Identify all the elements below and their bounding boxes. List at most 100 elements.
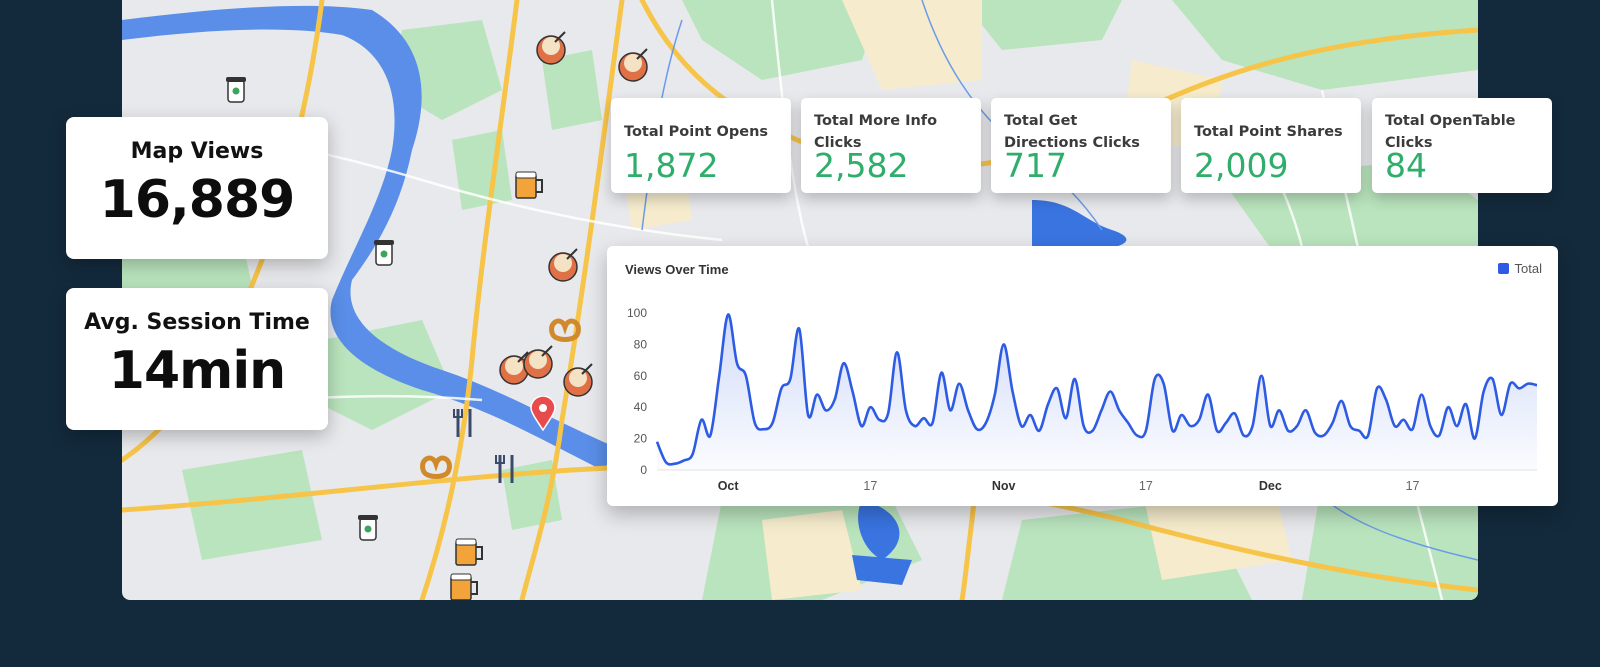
data-point[interactable]: [1268, 424, 1272, 428]
data-point[interactable]: [824, 408, 828, 412]
data-point[interactable]: [673, 462, 677, 466]
cocktail-icon[interactable]: [535, 30, 571, 66]
data-point[interactable]: [762, 427, 766, 431]
data-point[interactable]: [771, 421, 775, 425]
cocktail-icon[interactable]: [547, 247, 583, 283]
data-point[interactable]: [1126, 421, 1130, 425]
data-point[interactable]: [922, 416, 926, 420]
data-point[interactable]: [1446, 405, 1450, 409]
data-point[interactable]: [1517, 386, 1521, 390]
data-point[interactable]: [833, 397, 837, 401]
cocktail-icon[interactable]: [562, 362, 598, 398]
data-point[interactable]: [1304, 408, 1308, 412]
data-point[interactable]: [1082, 424, 1086, 428]
data-point[interactable]: [1162, 382, 1166, 386]
pretzel-icon[interactable]: [547, 313, 583, 343]
data-point[interactable]: [1233, 411, 1237, 415]
data-point[interactable]: [1251, 424, 1255, 428]
data-point[interactable]: [1135, 433, 1139, 437]
data-point[interactable]: [851, 390, 855, 394]
data-point[interactable]: [655, 440, 659, 444]
data-point[interactable]: [1011, 390, 1015, 394]
data-point[interactable]: [1117, 408, 1121, 412]
data-point[interactable]: [1091, 429, 1095, 433]
location-pin-icon[interactable]: [529, 396, 557, 432]
data-point[interactable]: [1144, 429, 1148, 433]
data-point[interactable]: [797, 327, 801, 331]
data-point[interactable]: [1277, 408, 1281, 412]
data-point[interactable]: [842, 361, 846, 365]
data-point[interactable]: [948, 408, 952, 412]
data-point[interactable]: [1224, 421, 1228, 425]
cocktail-icon[interactable]: [522, 344, 558, 380]
data-point[interactable]: [886, 411, 890, 415]
data-point[interactable]: [1508, 382, 1512, 386]
data-point[interactable]: [1499, 413, 1503, 417]
fork-knife-icon[interactable]: [492, 452, 520, 486]
data-point[interactable]: [1526, 382, 1530, 386]
data-point[interactable]: [744, 374, 748, 378]
data-point[interactable]: [726, 313, 730, 317]
beer-mug-icon[interactable]: [447, 570, 481, 600]
data-point[interactable]: [1339, 399, 1343, 403]
data-point[interactable]: [1366, 433, 1370, 437]
data-point[interactable]: [699, 418, 703, 422]
cocktail-icon[interactable]: [498, 350, 534, 386]
data-point[interactable]: [859, 424, 863, 428]
data-point[interactable]: [1179, 413, 1183, 417]
coffee-cup-icon[interactable]: [354, 510, 382, 544]
data-point[interactable]: [1242, 433, 1246, 437]
data-point[interactable]: [1491, 377, 1495, 381]
pretzel-icon[interactable]: [418, 450, 454, 480]
data-point[interactable]: [868, 405, 872, 409]
data-point[interactable]: [1322, 433, 1326, 437]
data-point[interactable]: [708, 433, 712, 437]
data-point[interactable]: [691, 452, 695, 456]
data-point[interactable]: [1464, 402, 1468, 406]
fork-knife-icon[interactable]: [450, 406, 478, 440]
data-point[interactable]: [717, 374, 721, 378]
data-point[interactable]: [1419, 393, 1423, 397]
data-point[interactable]: [913, 424, 917, 428]
data-point[interactable]: [1473, 437, 1477, 441]
data-point[interactable]: [1375, 386, 1379, 390]
data-point[interactable]: [1393, 424, 1397, 428]
chart-legend[interactable]: Total: [1497, 261, 1542, 276]
data-point[interactable]: [1259, 374, 1263, 378]
data-point[interactable]: [735, 361, 739, 365]
data-point[interactable]: [1188, 424, 1192, 428]
data-point[interactable]: [1019, 424, 1023, 428]
data-point[interactable]: [1064, 416, 1068, 420]
data-point[interactable]: [1411, 427, 1415, 431]
data-point[interactable]: [931, 421, 935, 425]
data-point[interactable]: [1286, 429, 1290, 433]
data-point[interactable]: [1206, 393, 1210, 397]
coffee-cup-icon[interactable]: [222, 72, 250, 106]
data-point[interactable]: [1197, 418, 1201, 422]
data-point[interactable]: [1099, 408, 1103, 412]
data-point[interactable]: [1482, 390, 1486, 394]
data-point[interactable]: [1215, 429, 1219, 433]
data-point[interactable]: [1535, 383, 1539, 387]
data-point[interactable]: [1331, 421, 1335, 425]
data-point[interactable]: [1171, 429, 1175, 433]
data-point[interactable]: [1055, 386, 1059, 390]
data-point[interactable]: [1313, 430, 1317, 434]
data-point[interactable]: [1046, 402, 1050, 406]
beer-mug-icon[interactable]: [452, 535, 486, 569]
data-point[interactable]: [966, 408, 970, 412]
cocktail-icon[interactable]: [617, 47, 653, 83]
beer-mug-icon[interactable]: [512, 168, 546, 202]
data-point[interactable]: [877, 418, 881, 422]
data-point[interactable]: [1295, 424, 1299, 428]
data-point[interactable]: [904, 408, 908, 412]
data-point[interactable]: [1455, 424, 1459, 428]
data-point[interactable]: [939, 371, 943, 375]
data-point[interactable]: [1073, 377, 1077, 381]
data-point[interactable]: [1348, 424, 1352, 428]
series-line-total[interactable]: [655, 313, 1538, 466]
data-point[interactable]: [1402, 418, 1406, 422]
data-point[interactable]: [753, 421, 757, 425]
data-point[interactable]: [984, 421, 988, 425]
data-point[interactable]: [806, 413, 810, 417]
